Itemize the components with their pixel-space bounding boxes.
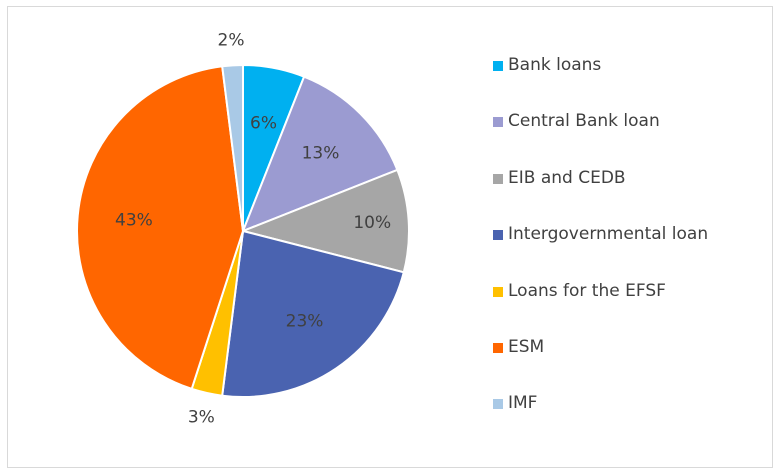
legend-swatch [493, 286, 503, 297]
legend-swatch [493, 399, 503, 410]
pie-slice-esm [76, 65, 245, 391]
slice-label-eib-and-cedb: 10% [353, 213, 391, 233]
legend-swatch [493, 342, 503, 353]
legend-label: Intergovernmental loan [508, 224, 709, 245]
legend-label: EIB and CEDB [508, 167, 626, 188]
legend-item-imf: IMF [493, 393, 708, 449]
slice-label-intergovernmental-loan: 23% [286, 312, 324, 332]
chart-legend: Bank loans Central Bank loan EIB and CEDB I… [493, 55, 708, 450]
slice-label-loans-for-the-efsf: 3% [188, 407, 215, 427]
pie-slice-imf [221, 63, 244, 232]
legend-item-loans-for-the-efsf: Loans for the EFSF [493, 281, 708, 337]
legend-item-eib-and-cedb: EIB and CEDB [493, 168, 708, 224]
slice-label-bank-loans: 6% [250, 113, 277, 133]
legend-swatch [493, 230, 503, 241]
legend-label: IMF [508, 393, 538, 414]
slice-label-imf: 2% [218, 30, 245, 50]
legend-item-central-bank-loan: Central Bank loan [493, 111, 708, 167]
pie-slice-intergovernmental-loan [221, 229, 406, 398]
legend-label: Loans for the EFSF [508, 280, 666, 301]
legend-swatch [493, 61, 503, 71]
pie-slice-eib-and-cedb [239, 168, 410, 274]
legend-item-intergovernmental-loan: Intergovernmental loan [493, 224, 708, 280]
legend-label: ESM [508, 336, 545, 357]
legend-swatch [493, 173, 503, 184]
legend-item-bank-loans: Bank loans [493, 55, 708, 111]
legend-swatch [493, 117, 503, 128]
pie-slice-central-bank-loan [241, 75, 399, 233]
slice-label-esm: 43% [115, 211, 153, 231]
legend-label: Bank loans [508, 55, 602, 75]
legend-item-esm: ESM [493, 337, 708, 393]
slice-label-central-bank-loan: 13% [302, 144, 340, 164]
legend-label: Central Bank loan [508, 111, 660, 132]
